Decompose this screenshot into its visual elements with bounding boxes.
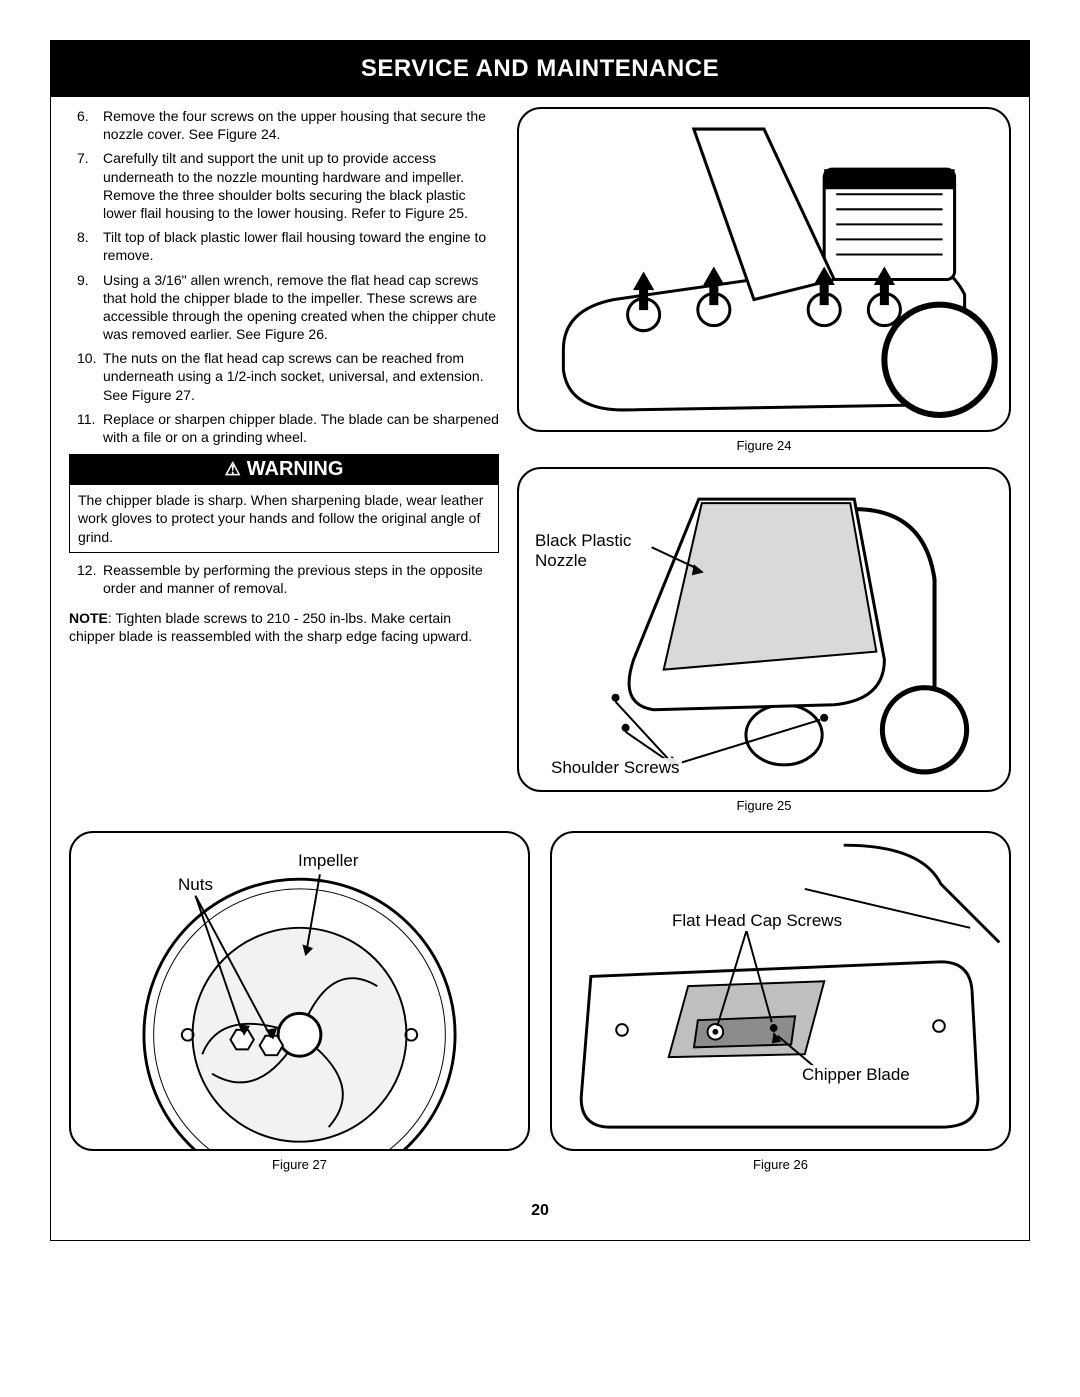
warning-text: The chipper blade is sharp. When sharpen… (69, 485, 499, 553)
note-label: NOTE (69, 610, 108, 626)
page-frame: SERVICE AND MAINTENANCE Remove the four … (50, 40, 1030, 1241)
section-header: SERVICE AND MAINTENANCE (51, 41, 1029, 97)
step-6: Remove the four screws on the upper hous… (69, 107, 499, 143)
figure-26-svg (552, 833, 1009, 1149)
steps-list-a: Remove the four screws on the upper hous… (69, 107, 499, 446)
figure-25-label-nozzle: Black Plastic Nozzle (533, 531, 633, 570)
bottom-figure-row: Impeller Nuts (69, 831, 1011, 1186)
figure-26-caption: Figure 26 (550, 1157, 1011, 1172)
figure-27-wrap: Impeller Nuts (69, 831, 530, 1186)
step-11: Replace or sharpen chipper blade. The bl… (69, 410, 499, 446)
step-10: The nuts on the flat head cap screws can… (69, 349, 499, 404)
upper-columns: Remove the four screws on the upper hous… (69, 107, 1011, 827)
step-9: Using a 3/16" allen wrench, remove the f… (69, 271, 499, 344)
figure-27-label-nuts: Nuts (176, 875, 215, 895)
step-12: Reassemble by performing the previous st… (69, 561, 499, 597)
figure-27-label-impeller: Impeller (296, 851, 360, 871)
figure-26-label-screws: Flat Head Cap Screws (670, 911, 844, 931)
page-content: Remove the four screws on the upper hous… (51, 97, 1029, 1240)
figure-24-box (517, 107, 1011, 432)
text-column: Remove the four screws on the upper hous… (69, 107, 499, 827)
figure-26-label-blade: Chipper Blade (800, 1065, 912, 1085)
figure-27-box: Impeller Nuts (69, 831, 530, 1151)
step-7: Carefully tilt and support the unit up t… (69, 149, 499, 222)
figure-25-caption: Figure 25 (517, 798, 1011, 813)
page-number: 20 (69, 1202, 1011, 1220)
warning-header: WARNING (69, 454, 499, 485)
figure-25-box: Black Plastic Nozzle Shoulder Screws (517, 467, 1011, 792)
steps-list-b: Reassemble by performing the previous st… (69, 561, 499, 597)
figure-25-svg (519, 469, 1009, 790)
figure-26-box: Flat Head Cap Screws Chipper Blade (550, 831, 1011, 1151)
figure-24-caption: Figure 24 (517, 438, 1011, 453)
note-paragraph: NOTE: Tighten blade screws to 210 - 250 … (69, 609, 499, 645)
figure-27-svg (71, 833, 528, 1149)
figure-25-label-screws: Shoulder Screws (549, 758, 682, 778)
step-8: Tilt top of black plastic lower flail ho… (69, 228, 499, 264)
figure-column: Figure 24 Black Plastic Nozzle Shoulder … (517, 107, 1011, 827)
figure-27-caption: Figure 27 (69, 1157, 530, 1172)
figure-26-wrap: Flat Head Cap Screws Chipper Blade (550, 831, 1011, 1186)
figure-24-svg (519, 109, 1009, 430)
note-text: : Tighten blade screws to 210 - 250 in-l… (69, 610, 472, 644)
